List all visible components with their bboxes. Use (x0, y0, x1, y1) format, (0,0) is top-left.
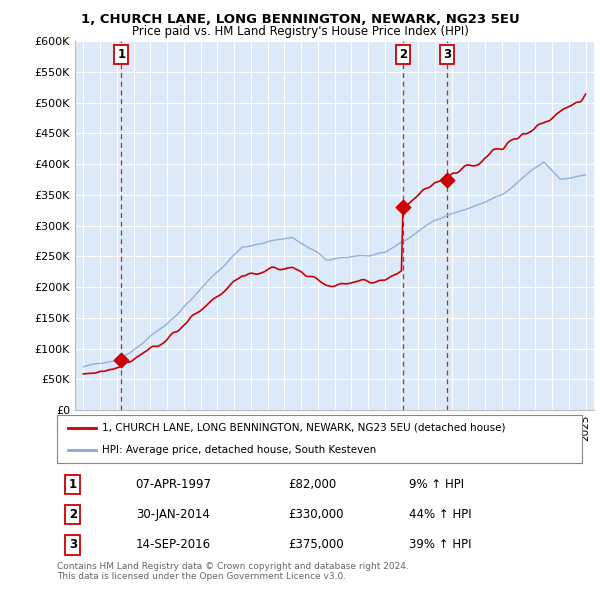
Text: 2: 2 (68, 508, 77, 521)
Text: 1, CHURCH LANE, LONG BENNINGTON, NEWARK, NG23 5EU: 1, CHURCH LANE, LONG BENNINGTON, NEWARK,… (80, 13, 520, 26)
Point (398, 202, 407, 212)
Text: 39% ↑ HPI: 39% ↑ HPI (409, 538, 471, 551)
Text: £375,000: £375,000 (288, 538, 344, 551)
Text: Contains HM Land Registry data © Crown copyright and database right 2024.
This d: Contains HM Land Registry data © Crown c… (57, 562, 409, 581)
Text: Price paid vs. HM Land Registry's House Price Index (HPI): Price paid vs. HM Land Registry's House … (131, 25, 469, 38)
Text: 30-JAN-2014: 30-JAN-2014 (136, 508, 209, 521)
Text: £82,000: £82,000 (288, 478, 336, 491)
Text: 2: 2 (399, 48, 407, 61)
Text: 14-SEP-2016: 14-SEP-2016 (136, 538, 211, 551)
Text: 1: 1 (118, 48, 125, 61)
Text: 3: 3 (68, 538, 77, 551)
Text: 1: 1 (68, 478, 77, 491)
Text: 07-APR-1997: 07-APR-1997 (136, 478, 212, 491)
Text: 3: 3 (443, 48, 451, 61)
Text: 44% ↑ HPI: 44% ↑ HPI (409, 508, 472, 521)
Text: £330,000: £330,000 (288, 508, 343, 521)
Point (116, 355, 126, 365)
Text: HPI: Average price, detached house, South Kesteven: HPI: Average price, detached house, Sout… (101, 445, 376, 455)
Text: 1, CHURCH LANE, LONG BENNINGTON, NEWARK, NG23 5EU (detached house): 1, CHURCH LANE, LONG BENNINGTON, NEWARK,… (101, 423, 505, 433)
Text: 9% ↑ HPI: 9% ↑ HPI (409, 478, 464, 491)
Point (442, 175, 452, 184)
